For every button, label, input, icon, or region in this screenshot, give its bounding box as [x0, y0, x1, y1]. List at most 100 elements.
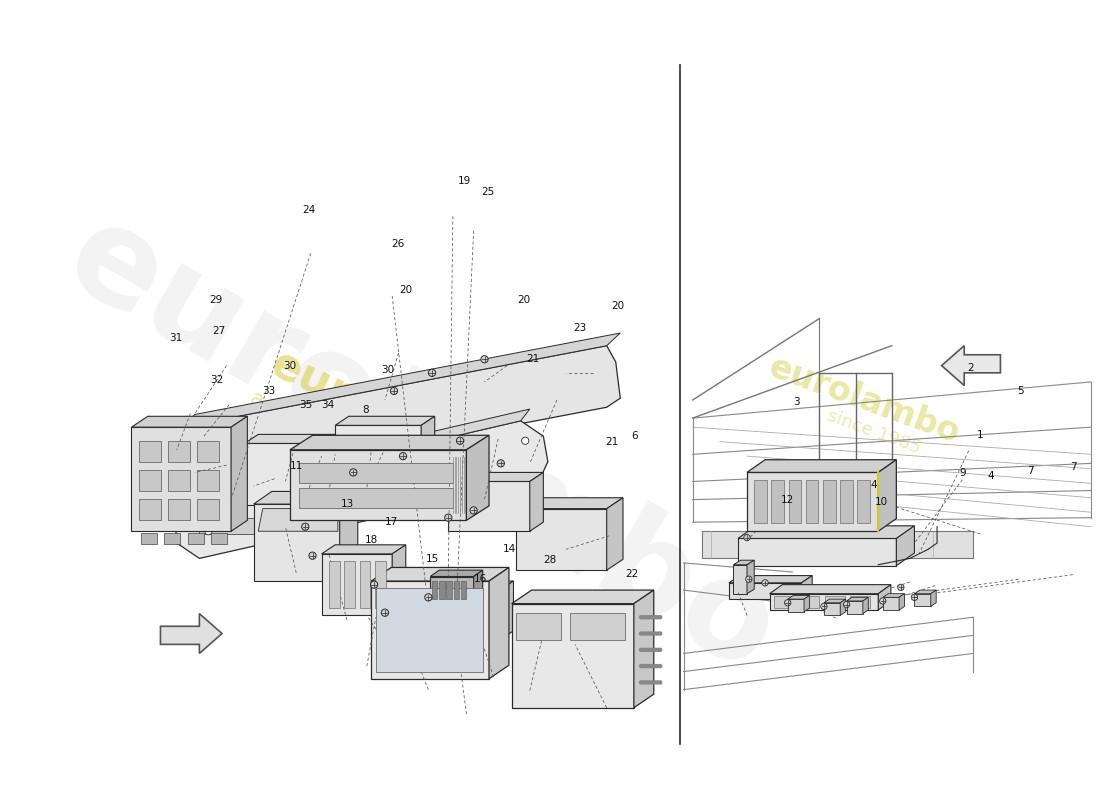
- Polygon shape: [729, 575, 812, 583]
- Polygon shape: [878, 460, 896, 531]
- Polygon shape: [896, 526, 914, 566]
- Circle shape: [652, 680, 657, 685]
- Bar: [774, 595, 794, 608]
- Circle shape: [762, 580, 768, 586]
- Text: 32: 32: [210, 374, 223, 385]
- Text: 31: 31: [169, 334, 183, 343]
- Circle shape: [844, 602, 849, 608]
- Bar: [825, 595, 845, 608]
- Circle shape: [650, 680, 654, 685]
- Polygon shape: [182, 409, 530, 499]
- Text: 26: 26: [392, 239, 405, 250]
- Polygon shape: [340, 491, 358, 581]
- Circle shape: [481, 356, 488, 363]
- Bar: [199, 518, 254, 534]
- Polygon shape: [254, 491, 358, 504]
- Bar: [417, 456, 471, 473]
- Text: 2: 2: [967, 363, 974, 373]
- Text: 16: 16: [474, 574, 487, 584]
- Polygon shape: [729, 583, 801, 599]
- Circle shape: [639, 680, 643, 685]
- Polygon shape: [883, 598, 899, 610]
- Circle shape: [656, 647, 660, 652]
- Polygon shape: [182, 333, 620, 427]
- Circle shape: [639, 615, 643, 619]
- Bar: [344, 561, 355, 608]
- Polygon shape: [824, 599, 846, 602]
- Polygon shape: [244, 443, 331, 505]
- Polygon shape: [161, 614, 222, 654]
- Polygon shape: [770, 594, 878, 610]
- Circle shape: [658, 680, 662, 685]
- Bar: [360, 561, 371, 608]
- Text: 21: 21: [526, 354, 539, 364]
- Circle shape: [658, 664, 662, 668]
- Text: 8: 8: [362, 405, 369, 415]
- Text: 14: 14: [503, 544, 516, 554]
- Text: 10: 10: [874, 497, 888, 507]
- Bar: [447, 581, 452, 599]
- Circle shape: [425, 594, 432, 601]
- Text: 9: 9: [959, 468, 966, 478]
- Circle shape: [652, 664, 657, 668]
- Bar: [312, 486, 366, 502]
- Polygon shape: [231, 416, 248, 531]
- Bar: [329, 561, 340, 608]
- Bar: [167, 498, 190, 520]
- Bar: [211, 533, 228, 544]
- Polygon shape: [254, 504, 340, 581]
- Circle shape: [205, 528, 212, 535]
- Text: eurolambo: eurolambo: [764, 350, 965, 450]
- Polygon shape: [132, 427, 231, 531]
- Polygon shape: [747, 473, 878, 531]
- Bar: [800, 595, 820, 608]
- Bar: [823, 480, 836, 523]
- Text: 13: 13: [341, 498, 354, 509]
- Polygon shape: [175, 421, 548, 558]
- Polygon shape: [321, 554, 393, 615]
- Bar: [139, 441, 162, 462]
- Circle shape: [641, 631, 646, 636]
- Circle shape: [652, 647, 657, 652]
- Bar: [806, 480, 818, 523]
- Bar: [702, 531, 974, 558]
- Circle shape: [784, 599, 791, 606]
- Bar: [789, 480, 801, 523]
- Polygon shape: [244, 434, 344, 443]
- Circle shape: [650, 631, 654, 636]
- Polygon shape: [634, 590, 653, 708]
- Bar: [139, 498, 162, 520]
- Polygon shape: [942, 346, 1000, 386]
- Circle shape: [645, 680, 649, 685]
- Polygon shape: [914, 590, 936, 594]
- Text: eurolambo: eurolambo: [263, 342, 525, 494]
- Circle shape: [658, 631, 662, 636]
- Circle shape: [639, 664, 643, 668]
- Bar: [141, 533, 157, 544]
- Polygon shape: [430, 570, 483, 577]
- Text: 18: 18: [364, 535, 377, 546]
- Bar: [375, 561, 386, 608]
- Bar: [857, 480, 870, 523]
- Circle shape: [481, 447, 488, 454]
- Text: 3: 3: [793, 397, 800, 407]
- Text: 17: 17: [385, 517, 398, 526]
- Circle shape: [641, 664, 646, 668]
- Bar: [840, 480, 852, 523]
- Circle shape: [399, 453, 407, 460]
- Text: 20: 20: [612, 301, 625, 311]
- Polygon shape: [449, 473, 543, 482]
- Circle shape: [647, 631, 651, 636]
- Polygon shape: [474, 570, 483, 606]
- Bar: [197, 498, 219, 520]
- Circle shape: [652, 631, 657, 636]
- Polygon shape: [331, 434, 344, 505]
- Bar: [197, 470, 219, 491]
- Polygon shape: [747, 560, 755, 594]
- Bar: [439, 581, 444, 599]
- Polygon shape: [421, 416, 434, 487]
- Bar: [771, 480, 784, 523]
- Text: 33: 33: [262, 386, 275, 395]
- Polygon shape: [173, 346, 620, 489]
- Circle shape: [746, 576, 752, 582]
